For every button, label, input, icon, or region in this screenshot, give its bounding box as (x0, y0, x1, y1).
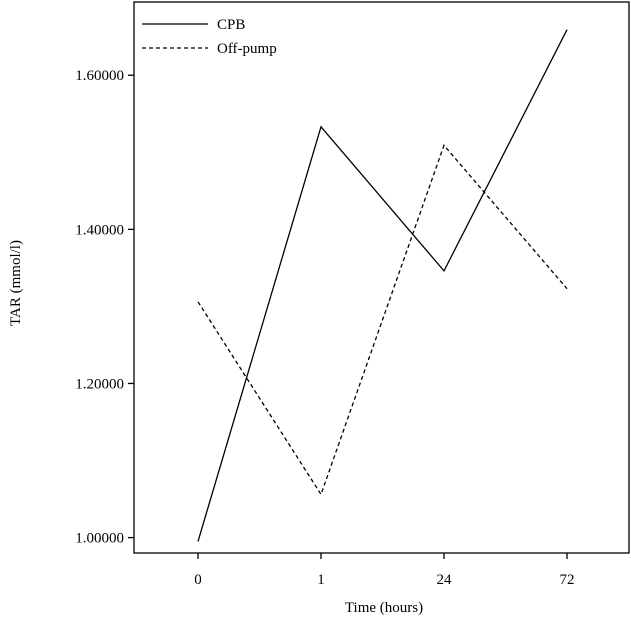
legend-label-off-pump: Off-pump (217, 41, 277, 57)
x-axis-ticks: 0 1 24 72 (194, 553, 575, 588)
x-tick-label: 24 (437, 572, 453, 588)
y-axis-title: TAR (mmol/l) (8, 240, 24, 326)
series-layer (197, 29, 568, 542)
x-tick-label: 72 (560, 572, 575, 588)
y-tick-label: 1.20000 (75, 376, 124, 392)
plot-frame (133, 1, 630, 554)
y-tick-label: 1.40000 (75, 222, 124, 238)
series-line-off-pump (197, 144, 568, 496)
legend-label-cpb: CPB (217, 17, 245, 33)
x-axis-title: Time (hours) (345, 600, 423, 616)
y-tick-label: 1.60000 (75, 68, 124, 84)
y-axis-ticks: 1.00000 1.20000 1.40000 1.60000 (75, 68, 134, 547)
legend: CPB Off-pump (142, 17, 277, 57)
x-tick-label: 0 (194, 572, 202, 588)
x-tick-label: 1 (317, 572, 325, 588)
y-tick-label: 1.00000 (75, 531, 124, 547)
series-line-cpb (197, 29, 568, 542)
